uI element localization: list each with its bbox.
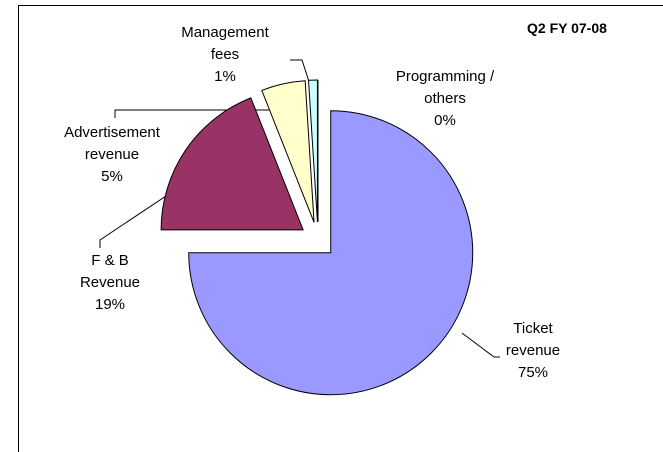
slice-label: Programming / others 0% — [385, 66, 505, 132]
value-label: 0% — [434, 112, 456, 129]
value-label: 1% — [214, 68, 236, 85]
category-label: Advertisement revenue — [64, 124, 160, 163]
pie-slice — [307, 79, 318, 223]
category-label: Management fees — [181, 24, 269, 63]
leader-line — [114, 109, 288, 118]
category-label: Programming / others — [395, 68, 495, 107]
pie-slice — [160, 97, 304, 231]
slice-label: Management fees 1% — [170, 22, 280, 88]
slice-label: Advertisement revenue 5% — [56, 122, 168, 188]
value-label: 19% — [94, 296, 126, 313]
slice-label: F & B Revenue 19% — [70, 250, 150, 316]
chart-title: Q2 FY 07-08 — [527, 20, 607, 36]
slice-label: Ticket revenue 75% — [495, 318, 571, 384]
pie-slice — [261, 80, 315, 223]
value-label: 75% — [517, 364, 549, 381]
leader-line — [461, 332, 500, 358]
chart-frame — [18, 5, 663, 452]
category-label: F & B Revenue — [79, 252, 141, 291]
value-label: 5% — [101, 168, 123, 185]
category-label: Ticket revenue — [505, 320, 561, 359]
pie-slice — [188, 110, 474, 396]
